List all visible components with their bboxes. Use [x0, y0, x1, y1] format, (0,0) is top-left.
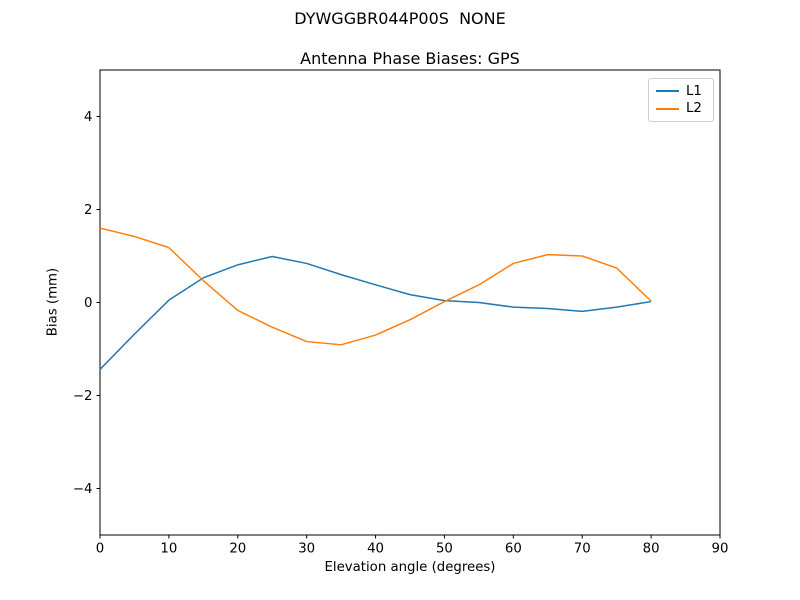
legend-label-l2: L2 — [686, 100, 702, 116]
plot-line-l2 — [99, 227, 652, 346]
legend-line-l1 — [656, 90, 679, 93]
y-tick-label: −4 — [73, 482, 93, 497]
plot-line-l1 — [99, 255, 652, 370]
x-tick-label: 90 — [712, 542, 729, 557]
y-axis-label: Bias (mm) — [45, 267, 61, 337]
x-tick-label: 20 — [229, 542, 246, 557]
legend-line-l2 — [656, 107, 679, 110]
x-tick-label: 70 — [574, 542, 591, 557]
y-tick-label: −2 — [73, 389, 93, 404]
x-tick-label: 0 — [96, 542, 104, 557]
legend-entry-l1: L1 — [656, 83, 707, 99]
x-axis-label: Elevation angle (degrees) — [324, 560, 496, 575]
legend-entry-l2: L2 — [656, 102, 707, 115]
legend-label-l1: L1 — [686, 83, 702, 99]
y-tick-label: 4 — [84, 110, 92, 125]
x-tick-label: 60 — [505, 542, 522, 557]
x-tick-label: 50 — [436, 542, 453, 557]
y-tick-label: 2 — [84, 203, 92, 218]
axes-title: Antenna Phase Biases: GPS — [300, 49, 520, 68]
y-tick-label: 0 — [84, 296, 92, 311]
x-tick-label: 10 — [160, 542, 177, 557]
x-tick-label: 30 — [298, 542, 315, 557]
legend: L1 L2 — [648, 78, 714, 122]
x-tick-label: 40 — [367, 542, 384, 557]
figure-title: DYWGGBR044P00S NONE — [294, 9, 506, 28]
axes-frame — [99, 69, 721, 536]
x-tick-label: 80 — [643, 542, 660, 557]
